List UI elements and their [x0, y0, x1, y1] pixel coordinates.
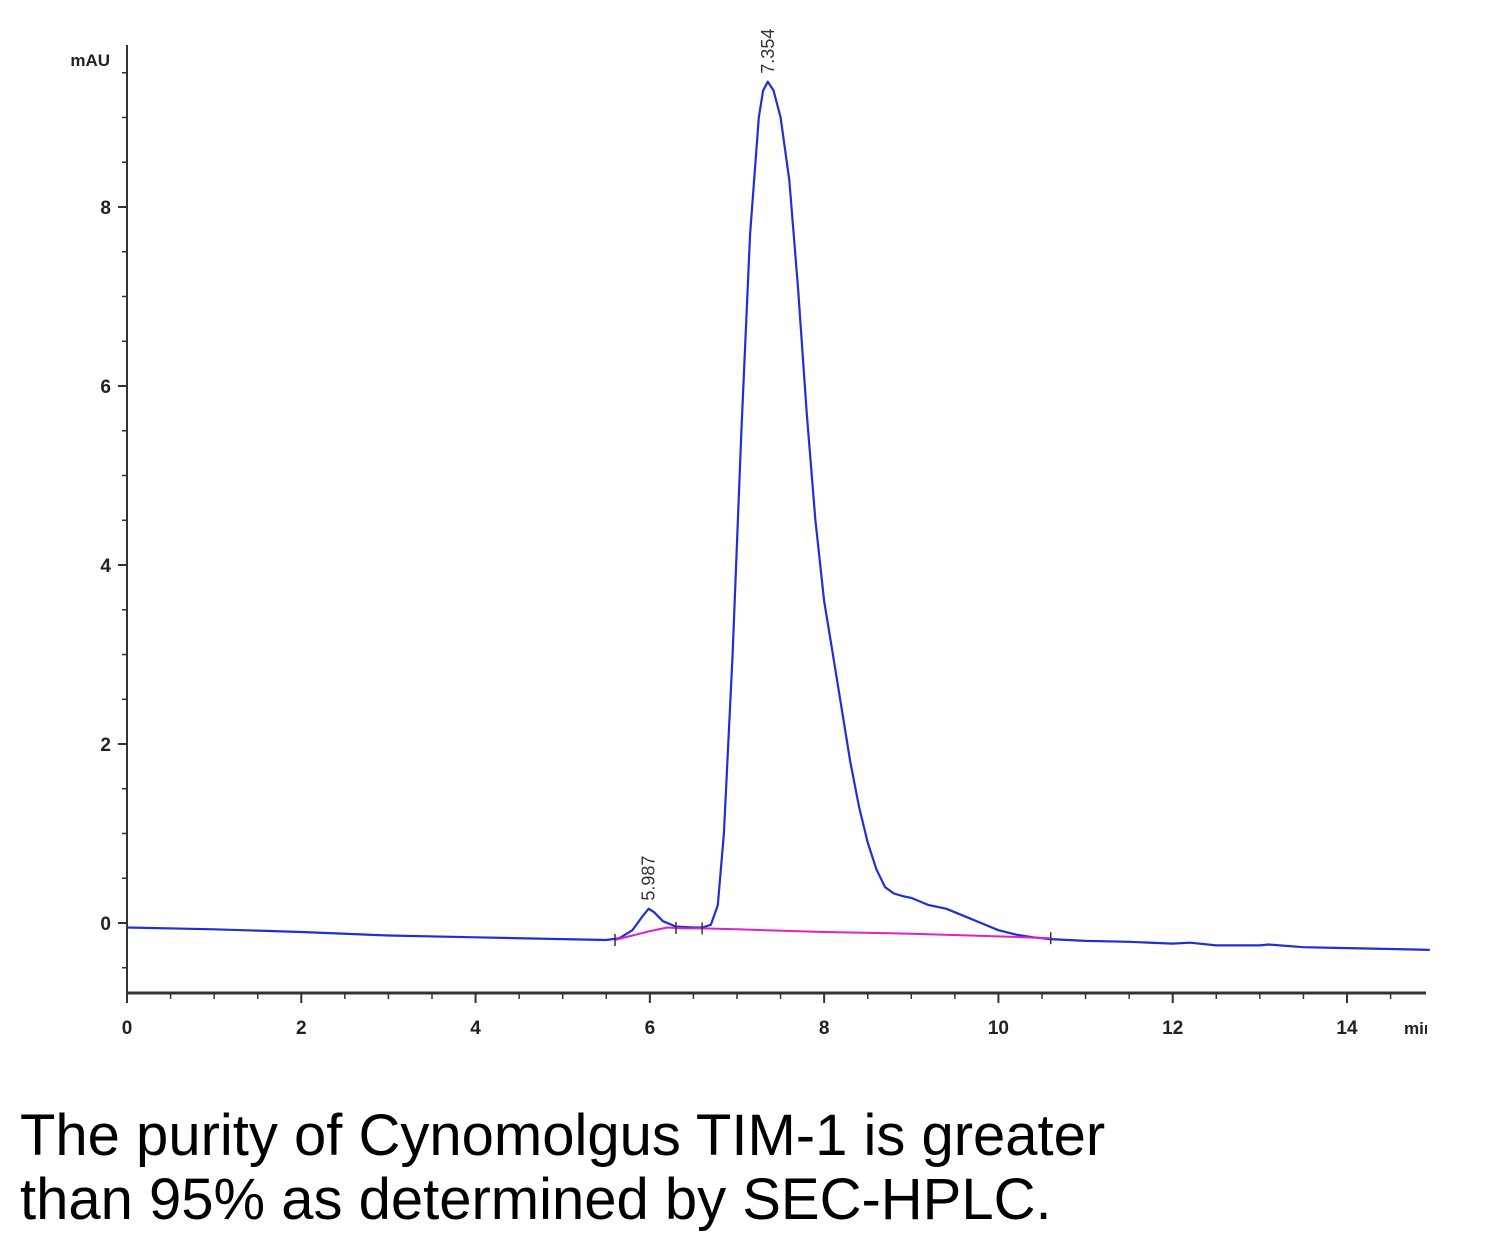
x-tick-label: 8: [819, 1018, 830, 1039]
y-tick-label: 2: [100, 735, 111, 756]
y-tick-label: 0: [100, 914, 111, 935]
x-tick-label: 0: [122, 1018, 133, 1039]
chart-series: [126, 80, 1430, 951]
caption-line-2: than 95% as determined by SEC-HPLC.: [20, 1167, 1052, 1232]
caption-line-1: The purity of Cynomolgus TIM-1 is greate…: [20, 1103, 1106, 1168]
x-axis-label: min: [1404, 1019, 1434, 1038]
y-tick-label: 8: [100, 198, 111, 219]
peak-label: 7.354: [758, 29, 778, 74]
baseline-trace: [614, 926, 1051, 941]
chart-labels: 5.987 7.354: [639, 29, 778, 901]
figure-caption: The purity of Cynomolgus TIM-1 is greate…: [20, 1104, 1480, 1232]
peak-label: 5.987: [639, 856, 659, 901]
x-label-mask: [1427, 1012, 1500, 1042]
y-tick-label: 4: [100, 556, 111, 577]
x-tick-label: 2: [296, 1018, 307, 1039]
x-tick-label: 14: [1336, 1018, 1358, 1039]
y-axis-label: mAU: [70, 51, 110, 70]
x-tick-label: 6: [645, 1018, 656, 1039]
chromatogram-chart: 0 2 4 6 8 mAU 0 2 4 6 8 10 12 14 min 5.987 7.354: [70, 28, 1500, 1042]
x-tick-label: 4: [470, 1018, 481, 1039]
chart-axes: 0 2 4 6 8 mAU 0 2 4 6 8 10 12 14 min: [70, 45, 1500, 1042]
signal-trace: [126, 80, 1430, 951]
x-tick-label: 10: [988, 1018, 1009, 1039]
y-tick-label: 6: [100, 377, 111, 398]
x-tick-label: 12: [1162, 1018, 1183, 1039]
